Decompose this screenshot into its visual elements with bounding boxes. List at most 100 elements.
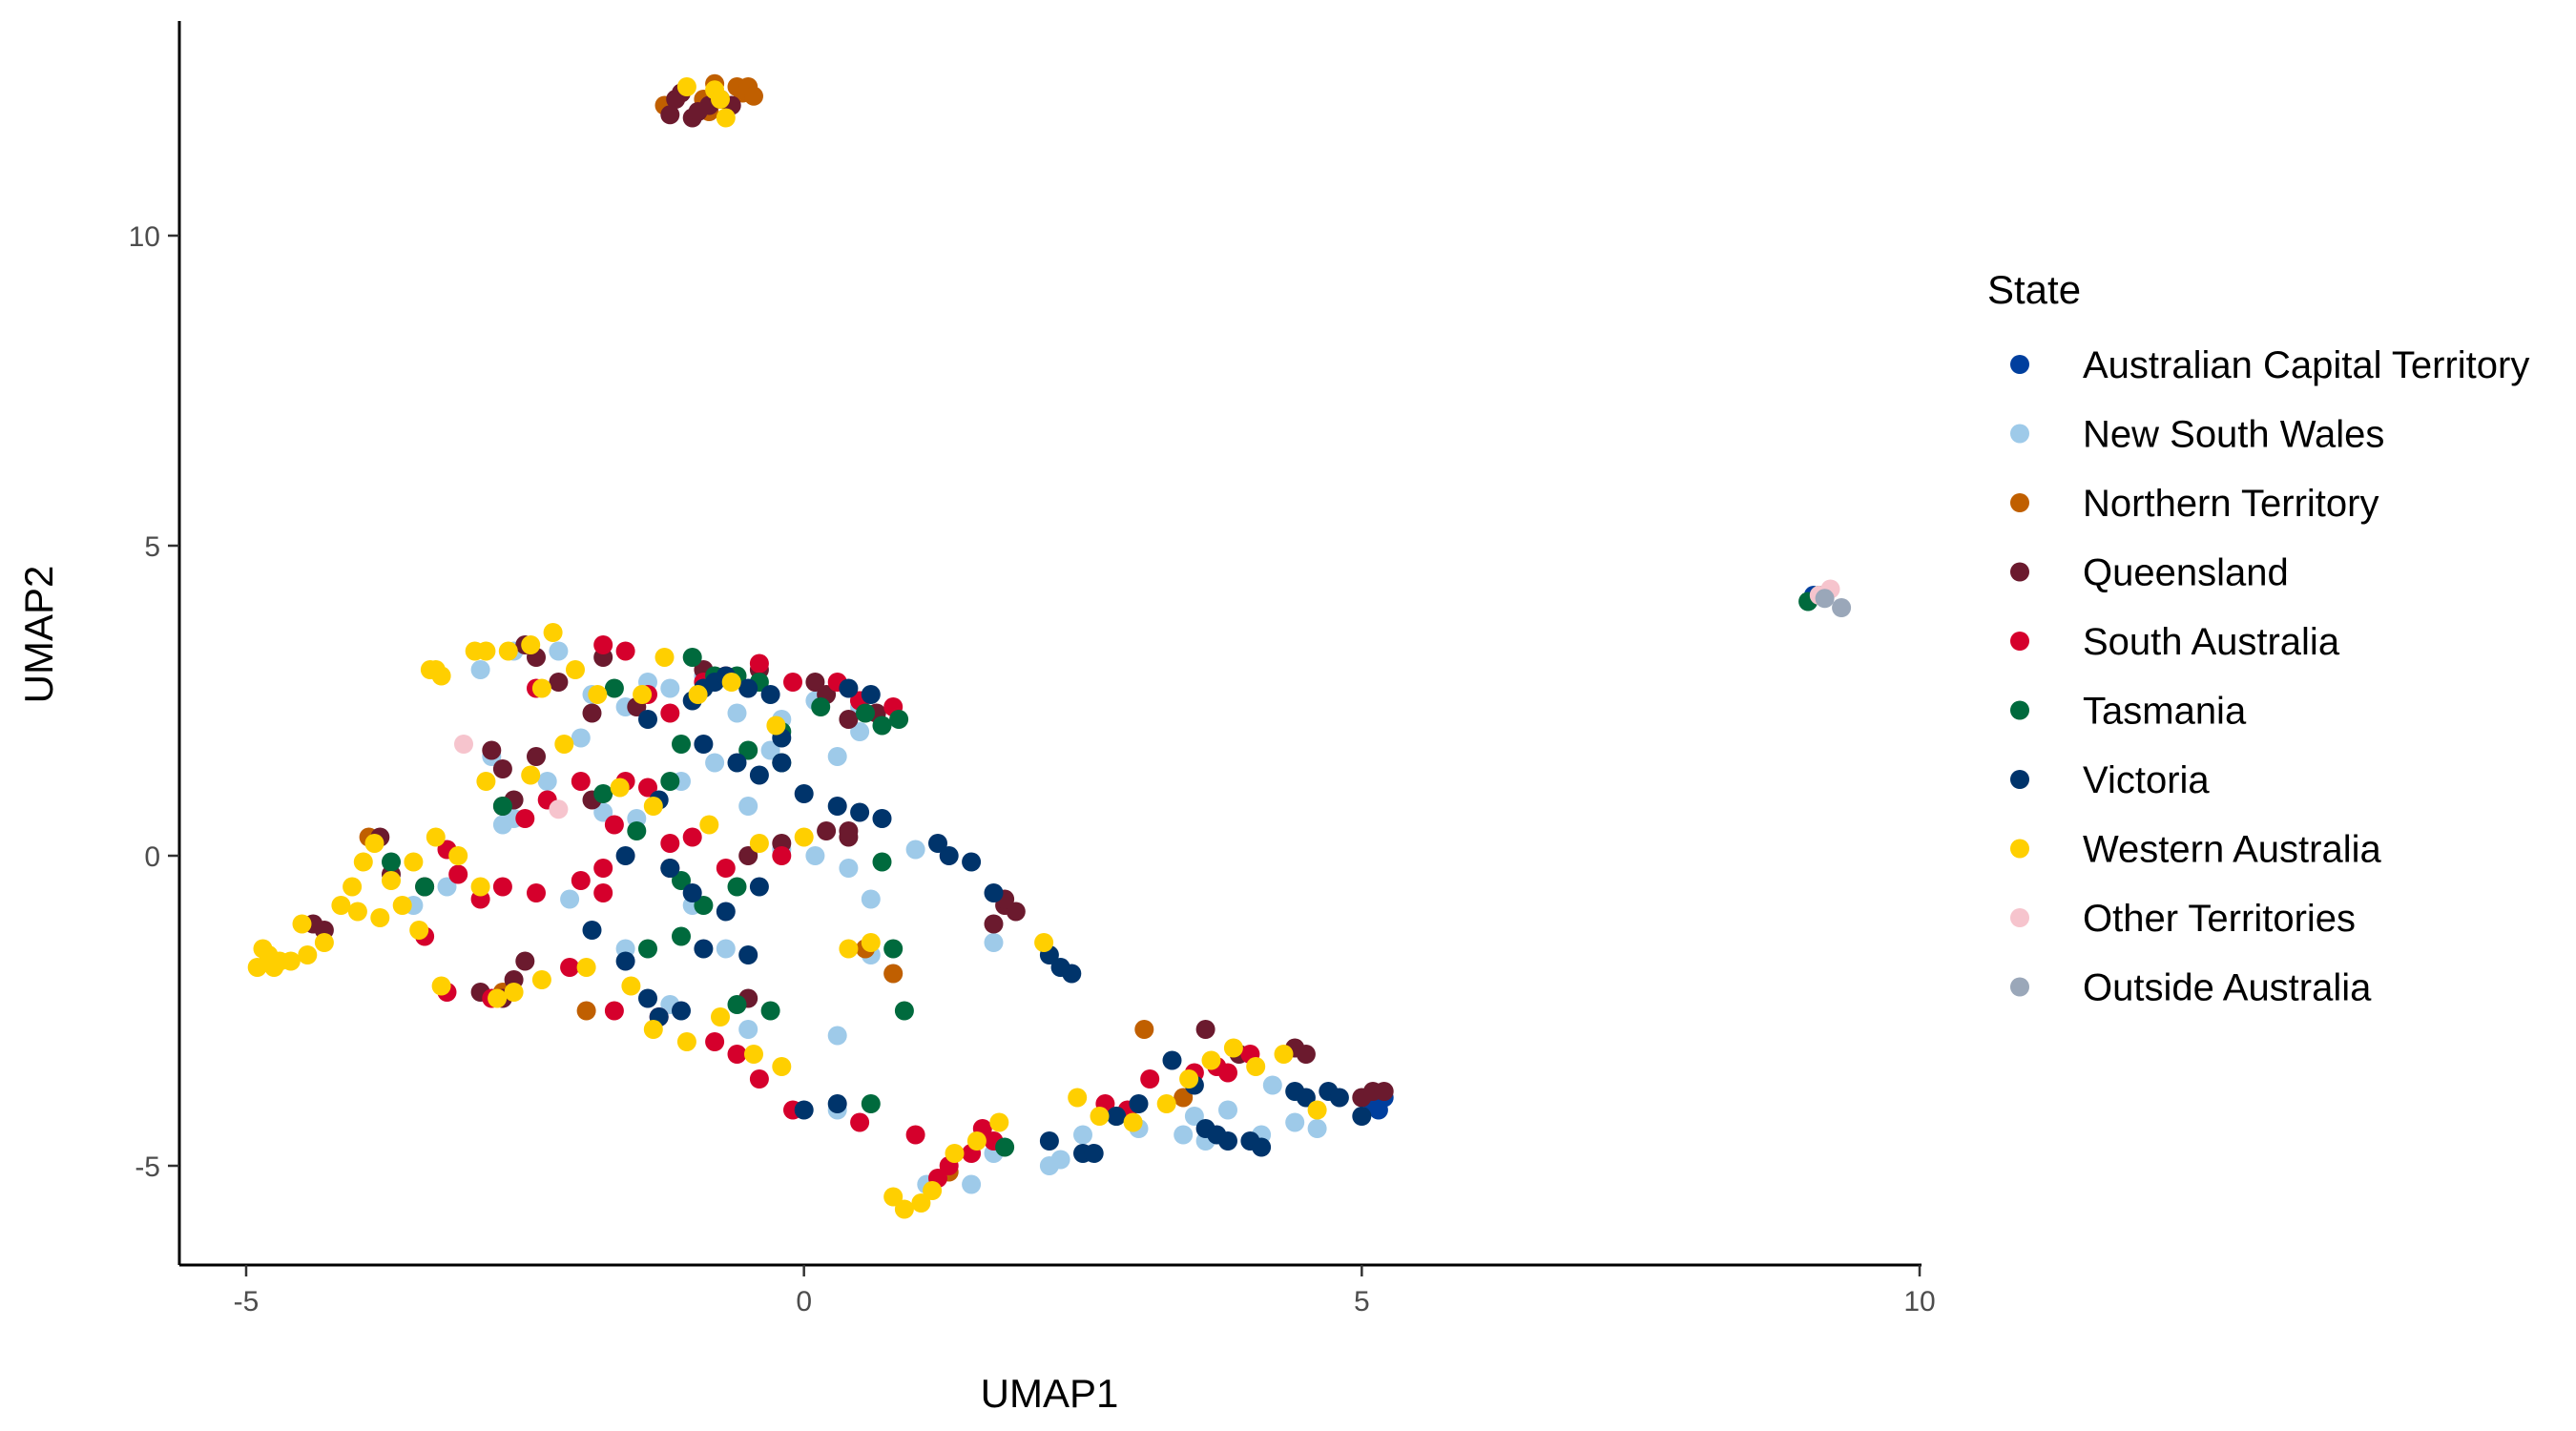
data-point [1006, 902, 1026, 922]
data-point [727, 1045, 747, 1064]
data-point [1174, 1125, 1194, 1145]
data-point [521, 765, 541, 785]
data-point [1218, 1100, 1237, 1120]
data-point [872, 716, 892, 736]
y-tick-label: 5 [144, 531, 160, 563]
data-point [805, 846, 825, 865]
data-point [593, 802, 613, 822]
data-point [727, 703, 747, 723]
data-point [633, 685, 653, 704]
data-point [727, 753, 747, 773]
data-point [1184, 1107, 1204, 1126]
data-point [738, 740, 758, 760]
legend-key [2010, 632, 2029, 651]
legend: State Australian Capital Territory New So… [1987, 267, 2529, 1009]
data-point [1374, 1082, 1394, 1101]
data-point [783, 673, 802, 692]
data-point [805, 673, 825, 692]
data-point [883, 1187, 904, 1207]
data-point [660, 834, 680, 853]
data-point [705, 1032, 725, 1051]
data-point [1223, 1038, 1243, 1058]
data-point [827, 747, 847, 766]
data-point [738, 1020, 758, 1039]
data-point [1329, 1088, 1349, 1108]
data-point [1156, 1094, 1176, 1113]
data-point [744, 1045, 763, 1064]
data-point [604, 678, 624, 698]
data-point [861, 685, 881, 704]
data-point [856, 703, 875, 723]
data-point [699, 815, 719, 835]
data-point [1039, 1156, 1059, 1175]
data-point [364, 834, 384, 853]
data-point [883, 939, 904, 959]
data-point [1073, 1125, 1092, 1145]
x-tick-label: 5 [1354, 1286, 1370, 1317]
data-point [426, 827, 446, 847]
data-point [1352, 1107, 1372, 1126]
data-point [672, 1001, 691, 1021]
legend-key [2010, 562, 2029, 582]
data-point [392, 896, 412, 915]
data-point [905, 840, 925, 860]
data-point [476, 772, 496, 791]
data-point [738, 678, 758, 698]
legend-label: South Australia [2083, 621, 2340, 663]
data-point [1307, 1100, 1327, 1120]
legend-label: Other Territories [2083, 898, 2356, 940]
data-point [827, 1094, 847, 1113]
data-point [593, 635, 613, 654]
data-point [543, 623, 563, 642]
data-point [498, 641, 518, 661]
data-point [889, 710, 909, 729]
data-point [654, 648, 675, 667]
legend-key [2010, 700, 2029, 720]
data-point [515, 951, 535, 971]
data-point [772, 1057, 792, 1076]
data-point [905, 1125, 925, 1145]
data-point [615, 846, 635, 865]
data-point [1068, 1088, 1088, 1108]
data-point [738, 797, 758, 816]
data-point [749, 653, 769, 674]
data-point [247, 958, 267, 977]
data-point [448, 864, 468, 884]
legend-key [2010, 493, 2029, 512]
data-point [638, 939, 657, 959]
data-point [593, 784, 613, 803]
x-axis-title: UMAP1 [981, 1371, 1119, 1416]
data-point [772, 846, 792, 865]
data-point [454, 735, 473, 754]
data-point [939, 846, 959, 865]
data-point [1201, 1050, 1221, 1070]
data-point [531, 970, 551, 989]
legend-key [2010, 770, 2029, 789]
data-point [839, 859, 859, 878]
x-tick-label: 0 [796, 1286, 812, 1317]
legend-key [2010, 908, 2029, 927]
data-point [721, 673, 741, 692]
data-point [604, 815, 624, 835]
data-point [331, 896, 351, 915]
data-point [437, 877, 457, 897]
data-point [470, 877, 490, 897]
legend-title: State [1987, 267, 2081, 312]
data-point [549, 799, 569, 819]
data-point [966, 1131, 987, 1151]
data-point [672, 871, 691, 890]
data-point [711, 90, 730, 109]
data-point [470, 660, 490, 679]
data-point [727, 995, 747, 1014]
data-point [984, 914, 1004, 934]
data-point [347, 902, 367, 922]
data-point [1285, 1112, 1305, 1132]
data-point [576, 1001, 596, 1021]
data-point [615, 641, 635, 661]
data-point [643, 797, 663, 816]
data-point [1195, 1020, 1215, 1039]
data-point [711, 1007, 730, 1027]
data-point [749, 765, 769, 785]
data-point [989, 1112, 1009, 1132]
data-point [571, 728, 591, 748]
